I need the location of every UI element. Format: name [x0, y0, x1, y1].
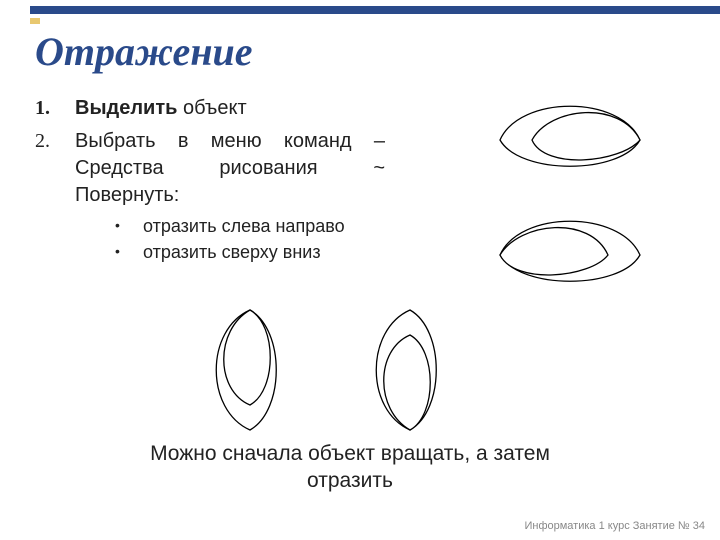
crescent-shapes-right [460, 85, 680, 315]
list-item-text: объект [177, 97, 246, 119]
crescent-left-open [500, 106, 640, 166]
list-item: Выбрать в меню команд – Средства рисован… [35, 128, 385, 265]
list-item-text: Выбрать в меню команд – Средства рисован… [75, 130, 385, 206]
crescent-up-open [376, 310, 436, 430]
top-bar [30, 6, 720, 14]
crescent-right-open [500, 221, 640, 281]
instruction-list: Выделить объект Выбрать в меню команд – … [35, 95, 385, 265]
top-accent [30, 18, 40, 24]
bottom-note: Можно сначала объект вращать, а затем от… [140, 440, 560, 495]
content-area: Выделить объект Выбрать в меню команд – … [35, 95, 385, 271]
list-item: Выделить объект [35, 95, 385, 122]
list-item-bold: Выделить [75, 97, 177, 119]
crescent-svg-bottom [170, 300, 490, 440]
crescent-down-open [216, 310, 276, 430]
sublist: отразить слева направо отразить сверху в… [115, 213, 385, 265]
crescent-shapes-bottom [170, 300, 490, 440]
footer-text: Информатика 1 курс Занятие № 34 [524, 520, 705, 532]
crescent-svg-right [460, 85, 680, 315]
sublist-item: отразить сверху вниз [115, 239, 385, 265]
sublist-item: отразить слева направо [115, 213, 385, 239]
page-title: Отражение [35, 28, 253, 75]
